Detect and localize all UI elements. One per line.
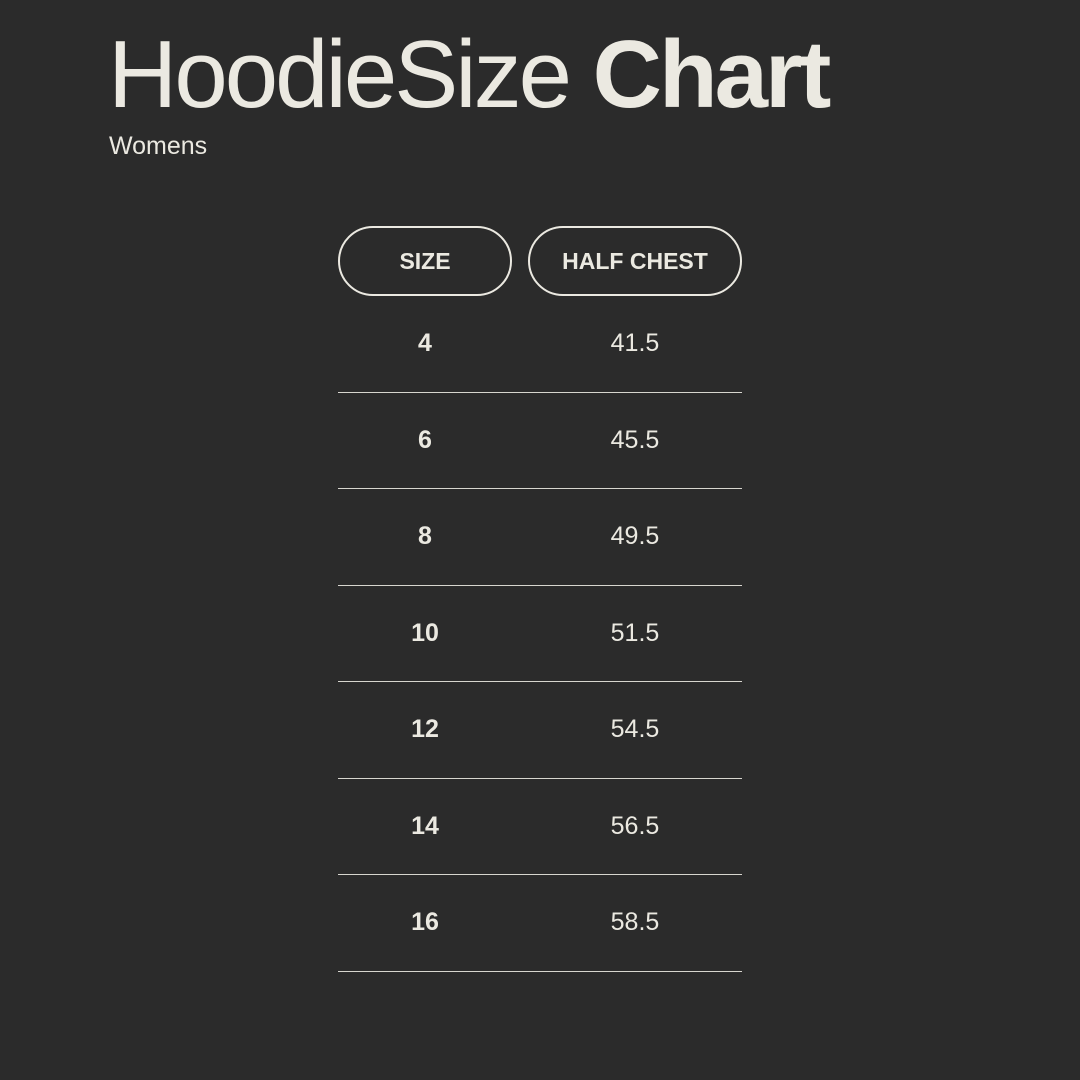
size-cell: 6 [418,425,432,454]
half-chest-cell: 41.5 [610,329,660,358]
table-row: 6 45.5 [338,393,742,489]
size-cell: 12 [411,715,439,744]
half-chest-cell: 49.5 [610,522,660,551]
title-bold: Chart [592,21,832,128]
column-header-half-chest: HALF CHEST [528,226,742,296]
half-chest-cell: 45.5 [610,425,660,454]
size-cell: 4 [418,329,432,358]
size-cell: 10 [411,618,439,647]
title-light: HoodieSize [108,21,572,128]
size-table: SIZE HALF CHEST 4 41.5 6 45.5 8 49.5 10 51.5 12 5… [338,226,742,972]
subtitle: Womens [109,132,208,160]
half-chest-cell: 54.5 [610,715,660,744]
table-row: 10 51.5 [338,586,742,682]
size-cell: 16 [411,908,439,937]
size-cell: 14 [411,811,439,840]
table-row: 12 54.5 [338,682,742,779]
table-header: SIZE HALF CHEST [338,226,742,296]
page-title: HoodieSize Chart [108,20,832,130]
half-chest-cell: 51.5 [610,618,660,647]
table-row: 16 58.5 [338,875,742,972]
size-cell: 8 [418,522,432,551]
table-row: 14 56.5 [338,779,742,875]
half-chest-cell: 56.5 [610,811,660,840]
column-header-size: SIZE [338,226,512,296]
table-row: 8 49.5 [338,489,742,586]
table-row: 4 41.5 [338,296,742,393]
half-chest-cell: 58.5 [610,908,660,937]
